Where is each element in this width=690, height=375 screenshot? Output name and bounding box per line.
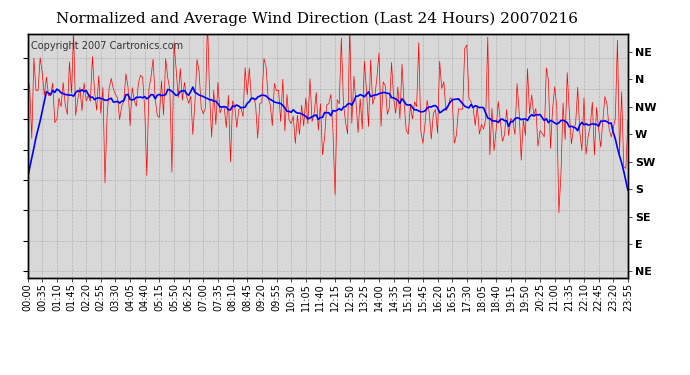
Text: Copyright 2007 Cartronics.com: Copyright 2007 Cartronics.com	[30, 41, 183, 51]
Text: Normalized and Average Wind Direction (Last 24 Hours) 20070216: Normalized and Average Wind Direction (L…	[57, 11, 578, 26]
